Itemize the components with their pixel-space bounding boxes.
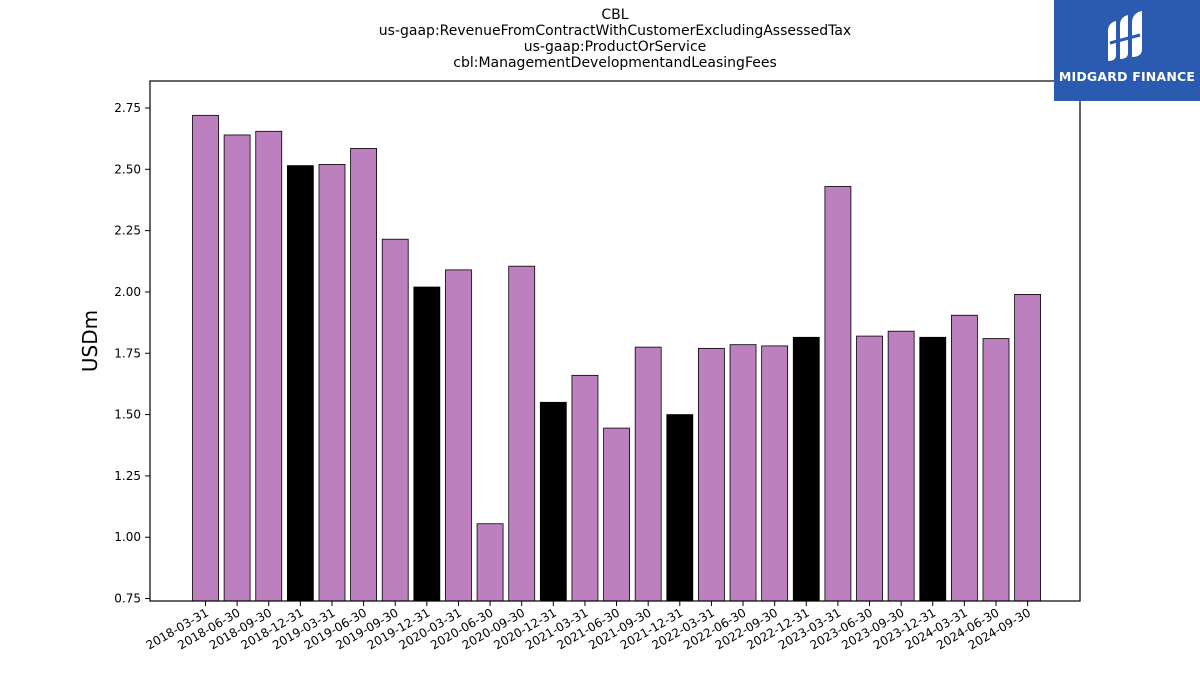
y-tick-label: 2.25 — [114, 224, 141, 238]
y-tick-label: 1.25 — [114, 469, 141, 483]
bar-2023-09-30 — [887, 330, 915, 602]
bar-2019-12-31 — [413, 286, 441, 602]
title-line-member: cbl:ManagementDevelopmentandLeasingFees — [453, 55, 777, 71]
bar-2021-06-30 — [603, 427, 630, 602]
midgard-finance-logo: MIDGARD FINANCE — [1054, 0, 1200, 101]
bar-2019-09-30 — [381, 238, 409, 602]
y-tick-label: 1.75 — [114, 346, 141, 360]
bar-2019-03-31 — [318, 163, 346, 602]
bar-2019-06-30 — [350, 148, 378, 602]
bar-2024-06-30 — [982, 338, 1010, 602]
y-tick-label: 0.75 — [114, 592, 141, 606]
bar-2020-06-30 — [476, 523, 504, 602]
bar-2023-12-31 — [919, 336, 947, 602]
bar-2023-03-31 — [824, 186, 852, 602]
y-tick-label: 2.00 — [114, 285, 141, 299]
x-axis: 2018-03-312018-06-302018-09-302018-12-31… — [144, 601, 1033, 652]
title-line-concept: us-gaap:RevenueFromContractWithCustomerE… — [378, 23, 852, 39]
y-tick-label: 2.50 — [114, 162, 141, 176]
title-line-axis: us-gaap:ProductOrService — [523, 39, 707, 55]
bar-2020-12-31 — [539, 401, 567, 602]
y-tick-label: 2.75 — [114, 101, 141, 115]
bar-2018-06-30 — [223, 134, 251, 602]
y-axis-label: USDm — [78, 310, 102, 372]
bar-2018-09-30 — [255, 130, 283, 602]
bar-2024-03-31 — [950, 314, 978, 602]
logo-text: MIDGARD FINANCE — [1058, 69, 1196, 84]
y-axis: 0.75 1.00 1.25 1.50 1.75 2.00 2.25 2.50 2.75 — [114, 101, 150, 606]
bar-2022-06-30 — [729, 344, 757, 602]
title-line-company: CBL — [601, 7, 629, 23]
bar-2022-12-31 — [792, 336, 820, 602]
bar-2020-09-30 — [508, 265, 536, 602]
bar-2023-06-30 — [856, 335, 883, 602]
y-tick-label: 1.50 — [114, 408, 141, 422]
bar-2021-03-31 — [571, 374, 599, 602]
chart-title: CBL us-gaap:RevenueFromContractWithCusto… — [150, 7, 1080, 71]
bar-2024-09-30 — [1014, 293, 1042, 602]
y-tick-label: 1.00 — [114, 530, 141, 544]
bar-2022-09-30 — [761, 345, 789, 602]
bar-2021-09-30 — [634, 346, 662, 602]
bar-2018-03-31 — [192, 114, 219, 602]
bar-2022-03-31 — [698, 347, 725, 602]
bar-2021-12-31 — [666, 414, 694, 602]
bar-2018-12-31 — [286, 165, 314, 602]
plot-frame — [149, 80, 1081, 602]
bars-group — [192, 114, 1042, 602]
logo-mark-icon — [1108, 11, 1142, 61]
bar-2020-03-31 — [445, 269, 472, 602]
